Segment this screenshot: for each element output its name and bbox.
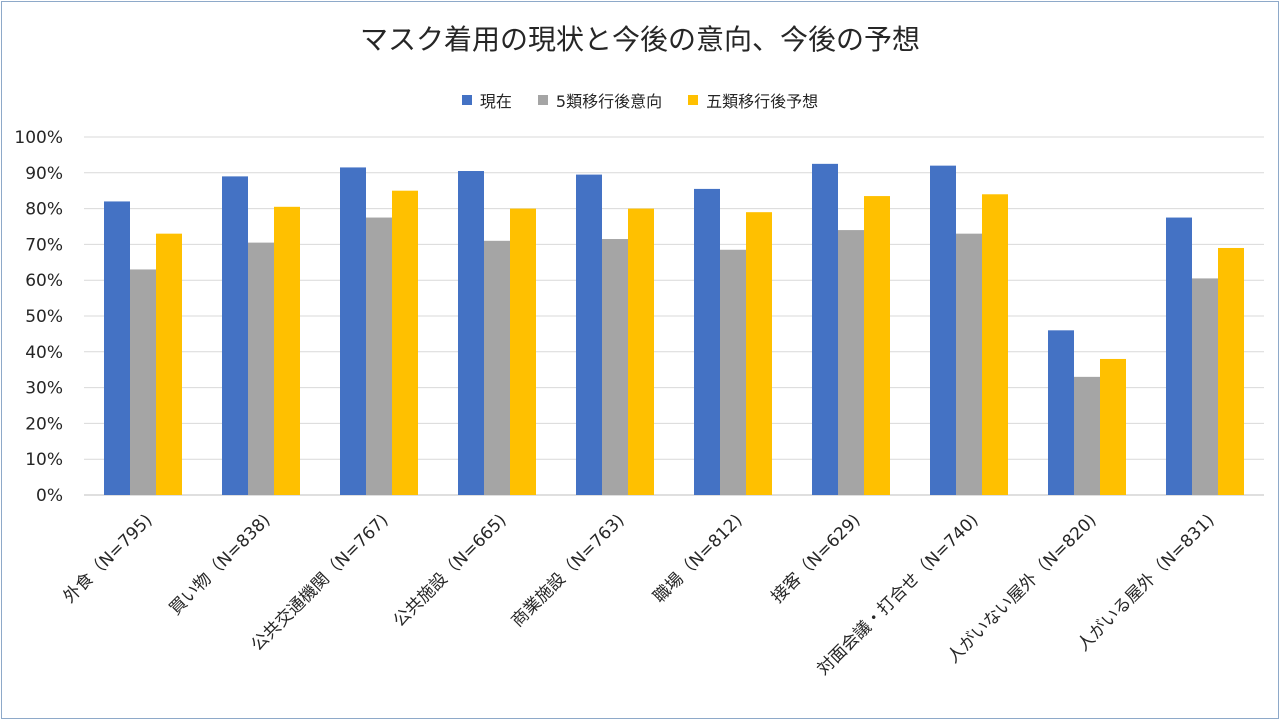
bar-2-3 — [510, 208, 536, 495]
bar-1-1 — [248, 242, 274, 495]
bar-1-3 — [484, 240, 510, 495]
bar-2-1 — [274, 206, 300, 495]
y-tick-label-9: 90% — [25, 164, 63, 184]
bar-0-9 — [1166, 217, 1192, 496]
x-category-label-4: 商業施設（N=763) — [508, 510, 629, 631]
x-category-label-1: 買い物（N=838) — [166, 510, 275, 619]
x-category-label-6: 接客（N=629) — [768, 510, 865, 607]
x-category-label-3: 公共施設（N=665) — [390, 510, 511, 631]
bar-1-7 — [956, 233, 982, 495]
chart-title: マスク着用の現状と今後の意向、今後の予想 — [359, 23, 920, 56]
chart-legend: 現在 5類移行後意向 五類移行後予想 — [0, 88, 1280, 112]
legend-label-0: 現在 — [479, 92, 512, 111]
legend-item-1: 5類移行後意向 — [537, 88, 663, 112]
legend-item-2: 五類移行後予想 — [688, 88, 818, 112]
x-category-label-0: 外食（N=795) — [60, 510, 157, 607]
y-tick-label-1: 10% — [25, 450, 63, 470]
legend-swatch-2 — [688, 95, 699, 105]
bar-0-3 — [458, 171, 484, 495]
legend-label-1: 5類移行後意向 — [555, 92, 663, 111]
x-category-label-9: 人がいる屋外（N=831) — [1074, 510, 1219, 655]
bar-2-4 — [628, 208, 654, 495]
bar-1-2 — [366, 217, 392, 496]
bar-0-4 — [576, 174, 602, 495]
bar-0-8 — [1048, 330, 1074, 495]
bar-1-6 — [838, 230, 864, 495]
bar-1-4 — [602, 239, 628, 495]
bar-0-6 — [812, 163, 838, 495]
bar-1-8 — [1074, 376, 1100, 495]
bar-2-7 — [982, 194, 1008, 495]
y-tick-label-5: 50% — [25, 307, 63, 327]
y-tick-label-4: 40% — [25, 343, 63, 363]
y-tick-label-0: 0% — [36, 486, 63, 506]
bar-2-2 — [392, 190, 418, 495]
x-category-label-5: 職場（N=812) — [650, 510, 747, 607]
y-tick-label-2: 20% — [25, 414, 63, 434]
bar-0-2 — [340, 167, 366, 495]
bar-0-5 — [694, 188, 720, 495]
bar-2-9 — [1218, 247, 1244, 495]
legend-label-2: 五類移行後予想 — [706, 92, 819, 111]
bar-2-6 — [864, 196, 890, 495]
y-tick-label-3: 30% — [25, 379, 63, 399]
y-tick-label-7: 70% — [25, 235, 63, 255]
y-tick-label-10: 100% — [14, 128, 63, 148]
bar-1-5 — [720, 249, 746, 495]
bar-1-0 — [130, 269, 156, 495]
y-tick-label-8: 80% — [25, 200, 63, 220]
legend-swatch-0 — [461, 95, 472, 105]
bar-0-0 — [104, 201, 130, 495]
bar-1-9 — [1192, 278, 1218, 495]
bar-2-8 — [1100, 358, 1126, 495]
legend-item-0: 現在 — [461, 88, 512, 112]
bar-0-7 — [930, 165, 956, 495]
bar-2-0 — [156, 233, 182, 495]
bar-2-5 — [746, 212, 772, 495]
x-category-label-2: 公共交通機関（N=767) — [248, 510, 393, 655]
legend-swatch-1 — [537, 95, 548, 105]
y-tick-label-6: 60% — [25, 271, 63, 291]
bar-0-1 — [222, 176, 248, 495]
